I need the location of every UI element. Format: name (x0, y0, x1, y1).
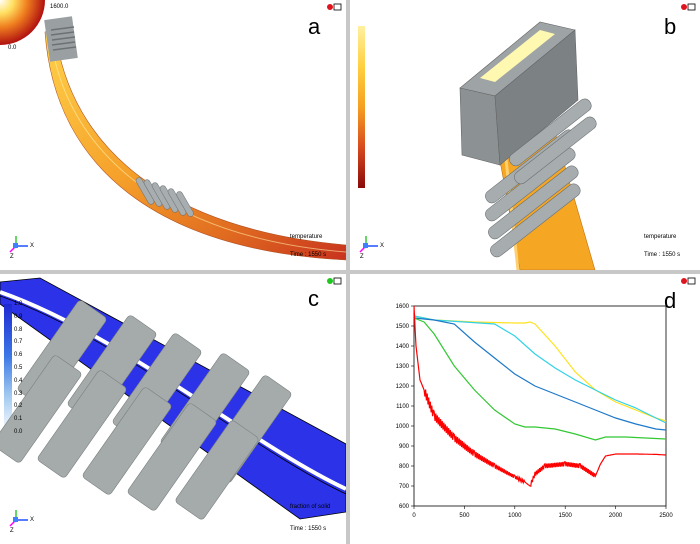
axis-x-label: X (380, 243, 385, 249)
color-range-max: 1600.0 (50, 4, 69, 10)
series-line (413, 317, 667, 441)
axis-x-label: X (30, 517, 35, 523)
status-dot-icon (681, 278, 687, 284)
panel-d-temperature-chart[interactable]: 600 700 800 900 1000 1100 1200 1300 1400 1500 1600… (350, 274, 700, 544)
y-tick-label: 1500 (396, 324, 410, 330)
time-readout: Time : 1550 s (290, 252, 327, 258)
y-tick-label: 800 (399, 464, 410, 470)
legend-title: temperature (644, 234, 677, 240)
panel-a-curved-strand-view[interactable]: 1600.0 0.0 a temperature Time : 1550 s Z… (0, 0, 346, 270)
series-line (413, 315, 667, 422)
temperature-color-bar (358, 26, 365, 188)
legend-tick-label: 0.6 (14, 352, 23, 359)
color-range-min: 0.0 (8, 45, 17, 51)
panel-label-b: b (664, 14, 677, 39)
legend-title: fraction of solid (290, 504, 331, 510)
panel-b-scene: 1600.01500.01400.01300.01200.01100.01000… (358, 21, 597, 270)
legend-tick-label: 0.0 (14, 429, 23, 435)
axis-z-label: Z (10, 254, 14, 260)
horizontal-separator (0, 270, 700, 274)
x-tick-label: 1500 (559, 513, 573, 519)
legend-tick-label: 0.1 (14, 416, 23, 423)
panel-label-c: c (308, 286, 319, 311)
roll-array (485, 98, 597, 258)
maximize-icon[interactable] (333, 277, 342, 285)
legend-tick-label: 1.0 (14, 301, 23, 307)
mold-block (44, 16, 78, 62)
y-tick-label: 600 (399, 504, 410, 510)
window-status-buttons[interactable] (680, 277, 696, 285)
time-readout: Time : 1550 s (644, 252, 681, 258)
curved-strand (44, 29, 346, 261)
color-scale-quarter-disk (0, 0, 45, 45)
x-tick-label: 500 (459, 513, 470, 519)
mold-box (459, 21, 579, 166)
maximize-icon[interactable] (687, 3, 696, 11)
y-tick-label: 900 (399, 444, 410, 450)
axis-z-label: Z (360, 254, 364, 260)
axis-x-label: X (30, 243, 35, 249)
support-rolls-cluster (135, 177, 194, 217)
status-dot-icon (681, 4, 687, 10)
x-tick-label: 0 (412, 513, 416, 519)
y-tick-label: 700 (399, 484, 410, 490)
status-dot-icon (327, 278, 333, 284)
liquid-core-line (0, 290, 346, 491)
y-tick-label: 1600 (396, 304, 410, 310)
status-dot-icon (327, 4, 333, 10)
legend-tick-label: 0.2 (14, 403, 23, 410)
x-tick-label: 2500 (659, 513, 673, 519)
time-readout: Time : 1550 s (290, 526, 327, 532)
window-status-buttons[interactable] (326, 3, 342, 11)
axis-triad-icon (9, 236, 28, 253)
maximize-icon[interactable] (333, 3, 342, 11)
window-status-buttons[interactable] (326, 277, 342, 285)
legend-title: temperature (290, 234, 323, 240)
y-tick-label: 1300 (396, 364, 410, 370)
plot-area-frame (413, 305, 667, 507)
panel-b-mold-closeup[interactable]: 1600.01500.01400.01300.01200.01100.01000… (350, 0, 700, 270)
legend-tick-label: 0.3 (14, 390, 23, 397)
y-tick-label: 1000 (396, 424, 410, 430)
solid-fraction-color-bar (4, 304, 12, 434)
series-line (413, 305, 666, 487)
y-tick-label: 1200 (396, 384, 410, 390)
legend-tick-label: 0.4 (14, 377, 23, 384)
window-status-buttons[interactable] (680, 3, 696, 11)
x-tick-label: 2000 (609, 513, 623, 519)
y-tick-label: 1400 (396, 344, 410, 350)
maximize-icon[interactable] (687, 277, 696, 285)
axis-z-label: Z (10, 528, 14, 534)
panel-c-scene (0, 277, 346, 527)
panel-label-a: a (308, 14, 321, 39)
roll-array (0, 300, 292, 520)
series-line (413, 317, 667, 431)
panel-c-solid-fraction-view[interactable]: 1.0 0.9 0.8 0.7 0.6 0.5 0.4 0.3 0.2 0.1 0.0 c frac… (0, 274, 346, 544)
panel-a-scene (0, 0, 346, 261)
legend-tick-label: 0.5 (14, 365, 23, 371)
series-line (413, 315, 667, 424)
temperature-history-chart: 600 700 800 900 1000 1100 1200 1300 1400 1500 1600… (396, 304, 674, 519)
legend-tick-label: 0.8 (14, 326, 23, 333)
legend-tick-label: 0.9 (14, 313, 23, 320)
legend-tick-label: 0.7 (14, 339, 23, 346)
x-tick-label: 1000 (508, 513, 522, 519)
axis-triad-icon (359, 236, 378, 253)
y-tick-label: 1100 (396, 404, 410, 410)
axis-triad-icon (9, 510, 28, 527)
panel-label-d: d (664, 288, 677, 313)
